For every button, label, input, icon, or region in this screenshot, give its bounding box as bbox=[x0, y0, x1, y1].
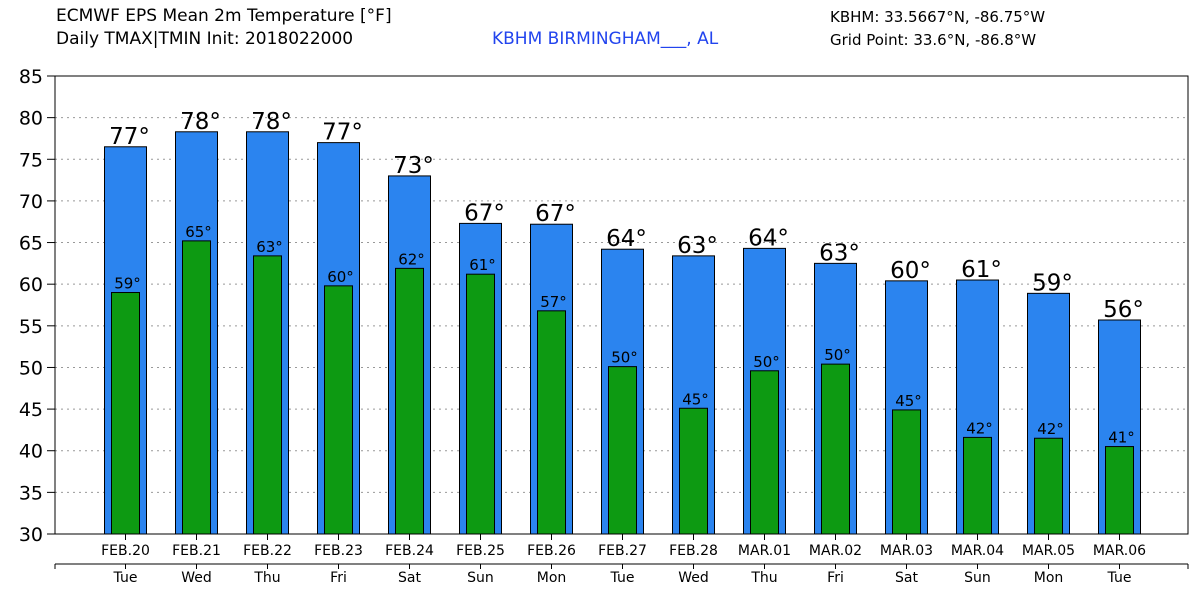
x-tick-label: FEB.25 bbox=[456, 543, 505, 559]
tmax-label: 63° bbox=[677, 233, 718, 259]
y-tick-label: 30 bbox=[19, 524, 43, 546]
tmin-bar bbox=[1034, 437, 1063, 535]
x-tick-label: MAR.04 bbox=[951, 543, 1004, 559]
tmax-label: 64° bbox=[606, 226, 647, 252]
tmin-bar bbox=[324, 285, 353, 535]
weekday-label: Wed bbox=[181, 570, 212, 586]
tmax-label: 59° bbox=[1032, 270, 1073, 296]
tmin-label: 45° bbox=[895, 392, 922, 410]
tmax-label: 73° bbox=[393, 153, 434, 179]
y-tick-label: 80 bbox=[19, 108, 43, 130]
y-tick-label: 35 bbox=[19, 482, 43, 504]
y-tick-label: 60 bbox=[19, 274, 43, 296]
tmax-label: 78° bbox=[251, 109, 292, 135]
x-tick-label: FEB.26 bbox=[527, 543, 576, 559]
tmin-label: 57° bbox=[540, 293, 567, 311]
tmin-label: 42° bbox=[1037, 420, 1064, 438]
tmin-label: 50° bbox=[611, 349, 638, 367]
tmin-label: 50° bbox=[824, 346, 851, 364]
tmin-label: 59° bbox=[114, 275, 141, 293]
weekday-label: Tue bbox=[113, 570, 138, 586]
tmax-label: 64° bbox=[748, 225, 789, 251]
tmin-bar bbox=[111, 292, 140, 535]
weekday-label: Thu bbox=[750, 570, 777, 586]
tmin-label: 50° bbox=[753, 353, 780, 371]
weekday-label: Sat bbox=[398, 570, 421, 586]
tmin-bar bbox=[395, 267, 424, 535]
tmax-label: 77° bbox=[109, 124, 150, 150]
tmin-label: 62° bbox=[398, 250, 425, 268]
x-tick-label: MAR.01 bbox=[738, 543, 791, 559]
tmax-label: 78° bbox=[180, 109, 221, 135]
y-tick-label: 70 bbox=[19, 191, 43, 213]
weekday-label: Mon bbox=[537, 570, 567, 586]
chart-subtitle: Daily TMAX|TMIN Init: 2018022000 bbox=[56, 29, 354, 49]
weekday-label: Sun bbox=[467, 570, 494, 586]
labels: 77° 59° 78° 65° 78° 63° 77° 60° 73° 62° 67° 61° 67° 5… bbox=[109, 109, 1144, 447]
tmax-label: 67° bbox=[464, 200, 505, 226]
tmin-bar bbox=[466, 273, 495, 535]
plot-frame bbox=[54, 75, 1189, 535]
weekday-label: Mon bbox=[1034, 570, 1064, 586]
weekday-label: Fri bbox=[330, 570, 347, 586]
weekday-label: Sun bbox=[964, 570, 991, 586]
y-tick-label: 65 bbox=[19, 233, 43, 255]
x-tick-label: FEB.22 bbox=[243, 543, 292, 559]
tmin-bar bbox=[537, 310, 566, 535]
y-tick-label: 75 bbox=[19, 149, 43, 171]
tmin-bar bbox=[1105, 446, 1134, 535]
tmin-bar bbox=[821, 363, 850, 535]
tmin-bar bbox=[963, 436, 992, 535]
weekday-label: Fri bbox=[827, 570, 844, 586]
axes: 30 35 40 45 50 55 60 65 70 75 80 85 FEB.20 Tue FEB.21 W… bbox=[19, 66, 1189, 586]
x-tick-label: FEB.27 bbox=[598, 543, 647, 559]
x-tick-label: MAR.03 bbox=[880, 543, 933, 559]
tmax-label: 77° bbox=[322, 120, 363, 146]
bars bbox=[104, 131, 1141, 535]
weekday-label: Thu bbox=[253, 570, 280, 586]
tmin-bar bbox=[182, 240, 211, 535]
tmin-bar bbox=[892, 409, 921, 535]
tmin-label: 63° bbox=[256, 238, 283, 256]
station-coordinates: KBHM: 33.5667°N, -86.75°W bbox=[830, 8, 1046, 26]
y-tick-label: 45 bbox=[19, 399, 43, 421]
x-tick-label: FEB.28 bbox=[669, 543, 718, 559]
tmin-bar bbox=[608, 366, 637, 535]
weekday-label: Wed bbox=[678, 570, 709, 586]
tmax-label: 67° bbox=[535, 201, 576, 227]
y-tick-label: 50 bbox=[19, 357, 43, 379]
x-tick-label: MAR.02 bbox=[809, 543, 862, 559]
tmin-label: 42° bbox=[966, 419, 993, 437]
station-name: KBHM BIRMINGHAM___, AL bbox=[492, 29, 719, 49]
grid-point-coordinates: Grid Point: 33.6°N, -86.8°W bbox=[830, 31, 1037, 49]
tmax-label: 61° bbox=[961, 257, 1002, 283]
x-tick-label: FEB.23 bbox=[314, 543, 363, 559]
tmin-bar bbox=[679, 407, 708, 535]
tmin-label: 65° bbox=[185, 223, 212, 241]
y-tick-label: 85 bbox=[19, 66, 43, 88]
tmin-label: 60° bbox=[327, 268, 354, 286]
x-tick-label: MAR.05 bbox=[1022, 543, 1075, 559]
weekday-label: Sat bbox=[895, 570, 918, 586]
tmin-bar bbox=[750, 370, 779, 535]
x-tick-label: FEB.21 bbox=[172, 543, 221, 559]
tmax-label: 60° bbox=[890, 258, 931, 284]
x-tick-label: FEB.20 bbox=[101, 543, 150, 559]
weekday-label: Tue bbox=[1107, 570, 1132, 586]
weekday-label: Tue bbox=[610, 570, 635, 586]
y-tick-label: 40 bbox=[19, 441, 43, 463]
chart-title: ECMWF EPS Mean 2m Temperature [°F] bbox=[56, 6, 392, 26]
tmin-label: 61° bbox=[469, 256, 496, 274]
tmin-label: 41° bbox=[1108, 429, 1135, 447]
tmin-label: 45° bbox=[682, 390, 709, 408]
x-tick-label: FEB.24 bbox=[385, 543, 434, 559]
tmax-label: 56° bbox=[1103, 297, 1144, 323]
tmin-bar bbox=[253, 255, 282, 535]
y-tick-label: 55 bbox=[19, 316, 43, 338]
tmax-label: 63° bbox=[819, 240, 860, 266]
x-tick-label: MAR.06 bbox=[1093, 543, 1146, 559]
